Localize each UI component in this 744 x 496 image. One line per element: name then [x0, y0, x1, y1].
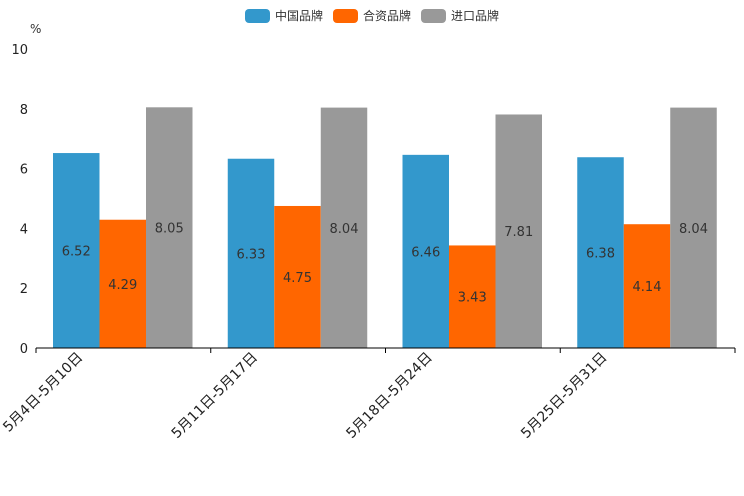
bar: [320, 107, 368, 348]
x-category-label: 5月11日-5月17日: [169, 350, 261, 442]
bar-value-label: 8.05: [155, 222, 184, 237]
legend-swatch-imported-brand: [421, 8, 446, 23]
y-tick-label: 8: [20, 103, 28, 118]
bar-value-label: 6.46: [411, 245, 440, 260]
bar: [274, 205, 321, 348]
bar: [402, 154, 449, 348]
bar: [146, 107, 193, 349]
legend-swatch-joint-venture-brand: [332, 8, 358, 23]
y-tick-label: 2: [20, 282, 28, 297]
legend-item-imported-brand[interactable]: 进口品牌: [421, 7, 499, 24]
legend: 中国品牌 合资品牌 进口品牌: [0, 7, 744, 24]
y-tick-label: 6: [20, 163, 28, 178]
bar: [670, 107, 717, 348]
bar-value-label: 8.04: [679, 222, 708, 237]
bar-value-label: 6.33: [237, 247, 266, 262]
bar-value-label: 8.04: [330, 222, 359, 237]
y-axis-unit: %: [30, 22, 42, 36]
bar: [577, 157, 624, 348]
bar-value-label: 4.75: [283, 271, 312, 286]
bar-value-label: 6.38: [586, 247, 615, 262]
bar: [495, 114, 542, 348]
bar-value-label: 4.14: [633, 280, 662, 295]
x-category-label: 5月25日-5月31日: [518, 350, 610, 442]
bar-value-label: 7.81: [504, 225, 533, 240]
bar: [227, 158, 275, 348]
x-category-label: 5月4日-5月10日: [0, 350, 86, 436]
bar-value-label: 4.29: [108, 278, 137, 293]
bar: [623, 224, 671, 348]
bar-value-label: 6.52: [62, 245, 91, 260]
bar: [53, 153, 100, 348]
y-tick-label: 4: [20, 222, 28, 237]
legend-swatch-china-brand: [244, 8, 270, 23]
bar: [449, 245, 496, 348]
legend-label-joint-venture-brand: 合资品牌: [362, 9, 411, 23]
y-tick-label: 10: [11, 43, 28, 58]
legend-label-imported-brand: 进口品牌: [451, 9, 500, 23]
legend-label-china-brand: 中国品牌: [274, 9, 323, 23]
y-tick-label: 0: [20, 342, 28, 357]
legend-item-china-brand[interactable]: 中国品牌: [244, 7, 323, 24]
x-category-label: 5月18日-5月24日: [343, 350, 435, 442]
legend-item-joint-venture-brand[interactable]: 合资品牌: [332, 7, 411, 24]
bar-value-label: 3.43: [458, 291, 487, 306]
bar: [99, 219, 146, 348]
